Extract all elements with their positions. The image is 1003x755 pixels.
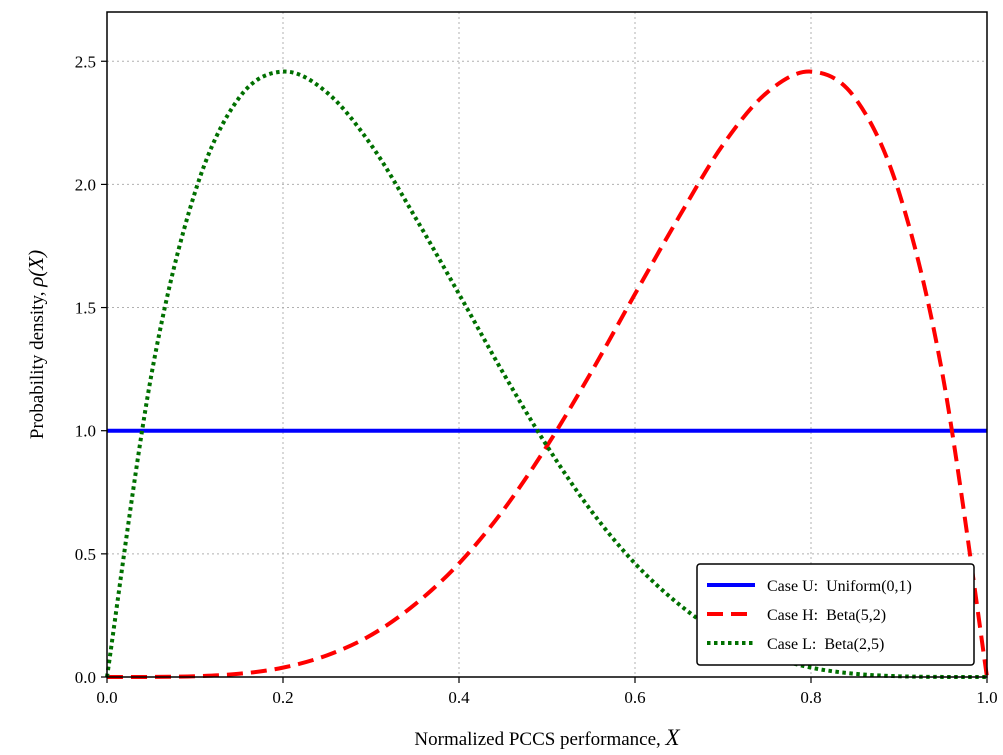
- y-tick-label: 0.0: [75, 668, 96, 687]
- y-axis-label-symbol: ρ(X): [24, 250, 48, 288]
- y-tick-label: 0.5: [75, 545, 96, 564]
- x-axis-label-symbol: X: [665, 725, 681, 750]
- x-tick-label: 0.6: [624, 688, 645, 707]
- y-tick-label: 1.0: [75, 422, 96, 441]
- y-tick-label: 1.5: [75, 299, 96, 318]
- series-line-case-h: [106, 69, 989, 680]
- y-tick-label: 2.5: [75, 52, 96, 71]
- legend-item-case-l: Case L: Beta(2,5): [707, 636, 884, 653]
- legend-label: Case H: Beta(5,2): [767, 607, 886, 624]
- legend-label: Case L: Beta(2,5): [767, 636, 884, 653]
- x-tick-label: 1.0: [976, 688, 997, 707]
- legend-item-case-u: Case U: Uniform(0,1): [707, 578, 912, 595]
- legend-items: Case U: Uniform(0,1) Case H: Beta(5,2) Cas…: [707, 578, 912, 653]
- legend-item-case-h: Case H: Beta(5,2): [707, 607, 886, 624]
- x-tick-label: 0.8: [800, 688, 821, 707]
- ticks-layer: 0.0 0.2 0.4 0.6 0.8 1.0 0.0 0.5 1.0 1.5 2.0 2.5: [75, 52, 998, 707]
- x-tick-label: 0.4: [448, 688, 470, 707]
- legend-box: [696, 563, 975, 666]
- legend: Case U: Uniform(0,1) Case H: Beta(5,2) Cas…: [696, 563, 975, 666]
- y-tick-label: 2.0: [75, 175, 96, 194]
- series-line-case-l: [105, 69, 988, 680]
- series-layer: [105, 69, 989, 680]
- y-axis-label: Probability density, ρ(X): [24, 250, 48, 439]
- x-tick-label: 0.0: [96, 688, 117, 707]
- x-axis-label-text: Normalized PCCS performance,: [414, 729, 665, 750]
- x-tick-label: 0.2: [272, 688, 293, 707]
- legend-label: Case U: Uniform(0,1): [767, 578, 912, 595]
- plot-frame: [106, 11, 988, 678]
- x-axis-label: Normalized PCCS performance, X: [414, 725, 680, 750]
- y-axis-label-text: Probability density,: [27, 287, 48, 439]
